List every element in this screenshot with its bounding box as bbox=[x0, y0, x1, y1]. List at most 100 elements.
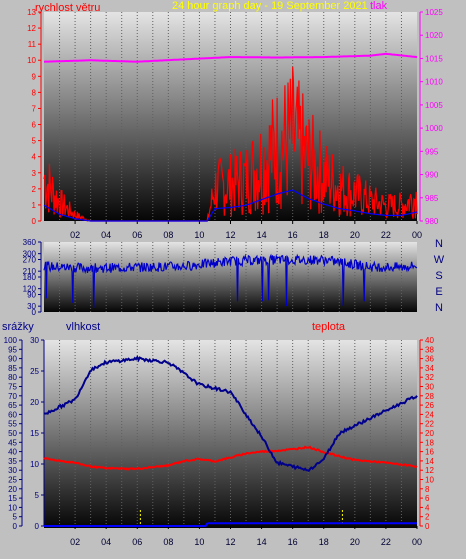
y-tick-label: 32 bbox=[425, 373, 434, 382]
y-tick-label: 6 bbox=[425, 494, 430, 503]
y-tick-label: 14 bbox=[425, 457, 434, 466]
rain-humidity-temperature-series bbox=[43, 355, 418, 527]
y-tick-label: 24 bbox=[425, 410, 434, 419]
compass-label: S bbox=[435, 270, 442, 282]
y-tick-label: 300 bbox=[23, 250, 37, 259]
compass-label: W bbox=[434, 254, 445, 266]
y-tick-label: 3 bbox=[32, 169, 37, 178]
y-tick-label: 80 bbox=[8, 373, 17, 382]
wind-direction-series bbox=[43, 253, 418, 308]
x-tick-label: 06 bbox=[132, 230, 142, 240]
x-tick-label: 10 bbox=[194, 230, 204, 240]
x-tick-label: 08 bbox=[163, 537, 173, 547]
x-tick-label: 10 bbox=[194, 537, 204, 547]
x-tick-label: 18 bbox=[319, 230, 329, 240]
y-tick-label: 10 bbox=[425, 476, 434, 485]
y-tick-label: 7 bbox=[32, 104, 37, 113]
y-tick-label: 36 bbox=[425, 355, 434, 364]
compass-label: N bbox=[435, 238, 443, 250]
y-tick-label: 40 bbox=[425, 336, 434, 345]
x-tick-label: 16 bbox=[288, 230, 298, 240]
x-tick-label: 22 bbox=[381, 537, 391, 547]
wind-speed-label: rychlost větru bbox=[35, 2, 100, 14]
y-tick-label: 30 bbox=[30, 336, 39, 345]
y-tick-label: 15 bbox=[8, 494, 17, 503]
y-tick-label: 55 bbox=[8, 420, 17, 429]
compass-label: N bbox=[435, 302, 443, 314]
y-tick-label: 28 bbox=[425, 392, 434, 401]
y-tick-label: 22 bbox=[425, 420, 434, 429]
x-tick-label: 12 bbox=[225, 230, 235, 240]
y-tick-label: 0 bbox=[35, 522, 40, 531]
x-tick-label: 14 bbox=[257, 230, 267, 240]
y-tick-label: 38 bbox=[425, 345, 434, 354]
y-tick-label: 985 bbox=[425, 194, 439, 203]
y-tick-label: 30 bbox=[27, 302, 36, 311]
y-tick-label: 8 bbox=[32, 88, 37, 97]
x-tick-label: 04 bbox=[101, 230, 111, 240]
y-tick-label: 70 bbox=[8, 392, 17, 401]
x-tick-label: 02 bbox=[70, 230, 80, 240]
y-tick-label: 34 bbox=[425, 364, 434, 373]
y-tick-label: 1 bbox=[32, 201, 37, 210]
y-tick-label: 25 bbox=[30, 367, 39, 376]
y-tick-label: 5 bbox=[13, 513, 18, 522]
y-tick-label: 0 bbox=[425, 522, 430, 531]
y-tick-label: 45 bbox=[8, 438, 17, 447]
x-tick-label: 14 bbox=[257, 537, 267, 547]
y-tick-label: 20 bbox=[30, 398, 39, 407]
y-tick-label: 25 bbox=[8, 476, 17, 485]
wind-pressure-x-axis: 02 04 06 08 10 12 14 16 18 20 22 00 bbox=[70, 221, 422, 240]
y-tick-label: 95 bbox=[8, 345, 17, 354]
y-tick-label: 180 bbox=[23, 273, 37, 282]
y-tick-label: 16 bbox=[425, 448, 434, 457]
y-tick-label: 980 bbox=[425, 217, 439, 226]
y-tick-label: 0 bbox=[13, 522, 18, 531]
x-tick-label: 12 bbox=[225, 537, 235, 547]
y-tick-label: 18 bbox=[425, 438, 434, 447]
y-tick-label: 2 bbox=[32, 185, 37, 194]
y-tick-label: 4 bbox=[425, 503, 430, 512]
y-tick-label: 360 bbox=[23, 238, 37, 247]
x-tick-label: 20 bbox=[350, 230, 360, 240]
pressure-line bbox=[43, 52, 418, 63]
compass-label: E bbox=[435, 286, 442, 298]
y-tick-label: 12 bbox=[425, 466, 434, 475]
chart-title: 24 hour graph day - 19 September 2021 bbox=[172, 0, 368, 12]
y-tick-label: 10 bbox=[8, 503, 17, 512]
y-tick-label: 270 bbox=[23, 256, 37, 265]
y-tick-label: 100 bbox=[4, 336, 18, 345]
y-tick-label: 10 bbox=[27, 56, 36, 65]
y-tick-label: 8 bbox=[425, 485, 430, 494]
y-tick-label: 90 bbox=[8, 355, 17, 364]
rain-humidity-temperature-grid bbox=[59, 340, 402, 526]
y-tick-label: 990 bbox=[425, 171, 439, 180]
y-tick-label: 1015 bbox=[425, 54, 443, 63]
rain-humidity-temperature-chart: 0510152025303540455055606570758085909510… bbox=[2, 321, 434, 547]
y-tick-label: 30 bbox=[425, 383, 434, 392]
rain-humidity-temperature-x-axis: 02 04 06 08 10 12 14 16 18 20 22 00 bbox=[70, 526, 422, 547]
y-tick-label: 20 bbox=[425, 429, 434, 438]
y-tick-label: 90 bbox=[27, 291, 36, 300]
y-tick-label: 1010 bbox=[425, 78, 443, 87]
x-tick-label: 20 bbox=[350, 537, 360, 547]
y-tick-label: 85 bbox=[8, 364, 17, 373]
y-tick-label: 12 bbox=[27, 24, 36, 33]
y-tick-label: 35 bbox=[8, 457, 17, 466]
y-tick-label: 11 bbox=[28, 40, 37, 49]
wind-pressure-series bbox=[43, 52, 418, 222]
y-tick-label: 5 bbox=[32, 137, 37, 146]
y-tick-label: 2 bbox=[425, 513, 430, 522]
wind-average-line bbox=[43, 189, 418, 222]
y-tick-label: 50 bbox=[8, 429, 17, 438]
x-tick-label: 22 bbox=[381, 230, 391, 240]
temperature-label: teplota bbox=[312, 321, 346, 333]
y-tick-label: 1000 bbox=[425, 124, 443, 133]
x-tick-label: 00 bbox=[412, 230, 422, 240]
rain-axis: 0510152025303540455055606570758085909510… bbox=[4, 336, 23, 531]
y-tick-label: 26 bbox=[425, 401, 434, 410]
x-tick-label: 02 bbox=[70, 537, 80, 547]
